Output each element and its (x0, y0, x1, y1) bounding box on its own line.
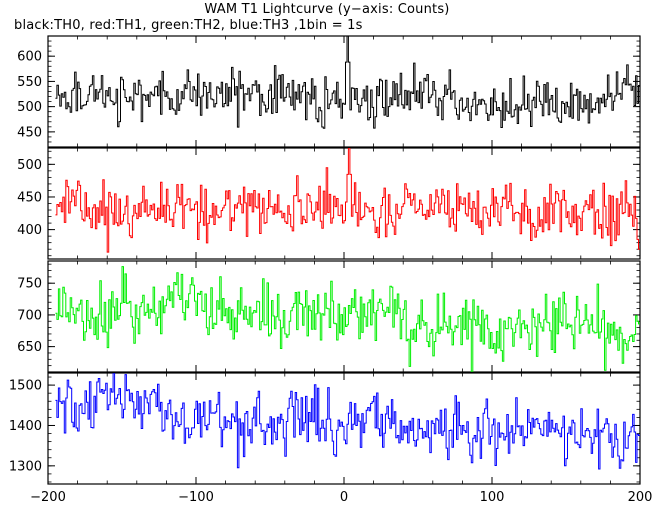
y-tick-label: 550 (17, 75, 42, 90)
chart-title: WAM T1 Lightcurve (y−axis: Counts) (204, 2, 450, 17)
y-tick-label: 500 (17, 158, 42, 173)
x-tick-label: 100 (480, 490, 505, 505)
x-tick-label: −200 (30, 490, 66, 505)
series-th1 (55, 148, 640, 253)
y-tick-label: 1500 (9, 379, 42, 394)
series-th2 (55, 266, 640, 372)
y-tick-label: 1400 (9, 419, 42, 434)
panel-th3: 1300 1400 1500 (9, 372, 641, 485)
panel-th2: 650 700 750 (17, 260, 641, 373)
x-axis: −200 −100 0 100 200 (30, 490, 652, 505)
panel-frame (47, 35, 641, 148)
y-tick-label: 450 (17, 125, 42, 140)
y-tick-label: 600 (17, 50, 42, 65)
x-tick-label: 0 (340, 490, 348, 505)
series-th3 (55, 373, 640, 470)
y-tick-label: 1300 (9, 459, 42, 474)
y-tick-label: 400 (17, 223, 42, 238)
panel-th0: 450 500 550 600 (17, 35, 641, 148)
y-tick-label: 500 (17, 100, 42, 115)
y-tick-label: 450 (17, 190, 42, 205)
y-tick-label: 750 (17, 277, 42, 292)
panels-group: 450 500 550 600 400 450 500 650 700 750 1300 1400 15… (9, 35, 641, 485)
chart-subtitle: black:TH0, red:TH1, green:TH2, blue:TH3 … (14, 18, 363, 33)
x-tick-label: −100 (178, 490, 214, 505)
panel-th1: 400 450 500 (17, 147, 641, 260)
y-tick-label: 650 (17, 340, 42, 355)
y-tick-label: 700 (17, 308, 42, 323)
x-tick-label: 200 (628, 490, 653, 505)
series-th0 (55, 36, 640, 129)
